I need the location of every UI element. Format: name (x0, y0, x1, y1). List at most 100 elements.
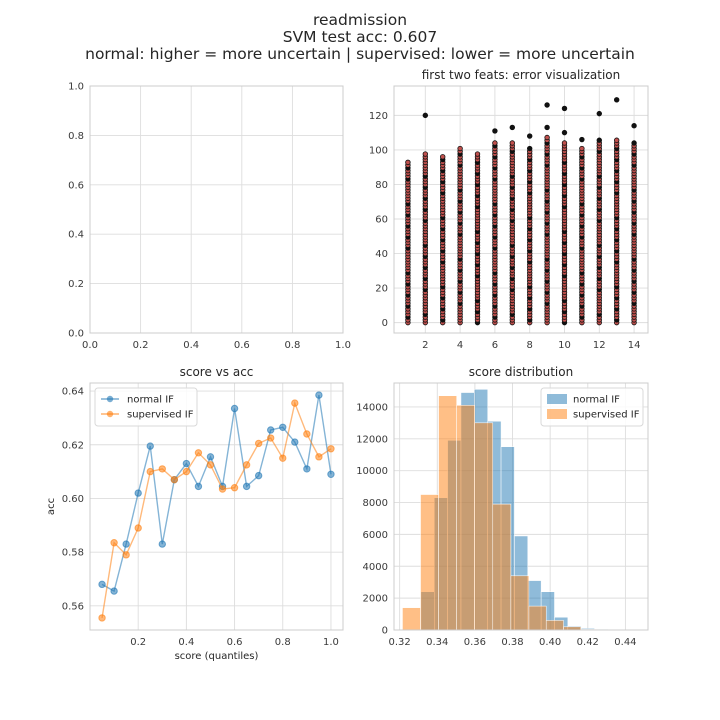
scoreacc-xlabel: score (quantiles) (175, 651, 259, 662)
series-point-normal (122, 540, 130, 548)
empty-plot-area (90, 86, 343, 333)
errviz-outlier-point (561, 129, 568, 136)
errviz-outlier-point (509, 124, 516, 131)
scoreacc-xtick-label: 1.0 (323, 637, 339, 648)
hist-bar-supervised (474, 422, 494, 631)
errviz-ytick-label: 100 (369, 145, 388, 156)
empty-ytick-label: 0.4 (68, 230, 84, 241)
errviz-xtick-label: 8 (527, 340, 533, 351)
errviz-plot-area (394, 86, 648, 333)
series-point-supervised (267, 434, 275, 442)
legend-patch-supervised (547, 409, 567, 419)
empty-xtick-label: 0.6 (234, 340, 250, 351)
errviz-outlier-point (631, 123, 637, 129)
scoreacc-ytick-label: 0.62 (62, 440, 84, 451)
errviz-ytick-label: 0 (382, 318, 388, 329)
legend-marker-supervised (106, 410, 114, 418)
series-point-normal (303, 465, 311, 473)
errviz-outlier-point (596, 110, 602, 117)
scoreacc-ytick-label: 0.58 (62, 548, 84, 559)
scoreacc-title: score vs acc (180, 365, 254, 379)
series-point-supervised (218, 485, 227, 493)
errviz-xtick-label: 4 (457, 340, 463, 351)
series-point-supervised (146, 467, 154, 476)
errviz-point (544, 134, 550, 141)
figure-subtitle-legend-note: normal: higher = more uncertain | superv… (85, 45, 635, 63)
errviz-outlier-point (544, 124, 550, 131)
series-point-supervised (327, 445, 335, 453)
hist-bar-supervised (438, 395, 457, 631)
errviz-outlier-point (613, 97, 620, 103)
legend-marker-normal (106, 395, 114, 403)
scoreacc-legend-box (94, 387, 198, 427)
series-point-supervised (291, 399, 299, 407)
empty-xtick-label: 0.8 (284, 340, 300, 351)
empty-xtick-label: 0.4 (183, 340, 199, 351)
series-point-supervised (279, 454, 287, 462)
empty-ytick-label: 0.0 (68, 329, 84, 340)
series-point-normal (182, 459, 191, 468)
series-point-normal (194, 482, 203, 491)
scoredist-xtick-label: 0.32 (389, 637, 411, 648)
errviz-ytick-label: 40 (375, 249, 388, 260)
scoredist-ytick-label: 12000 (356, 434, 388, 445)
errviz-axes-frame (393, 85, 649, 334)
scoredist-xtick-label: 0.36 (464, 637, 486, 648)
errviz-point (561, 140, 568, 146)
legend-label-normal: normal IF (127, 395, 174, 406)
empty-ytick-label: 1.0 (68, 82, 84, 93)
scoredist-ytick-label: 8000 (363, 498, 388, 509)
series-point-supervised (230, 484, 239, 492)
errviz-xtick-label: 10 (558, 340, 571, 351)
errviz-point (613, 137, 620, 143)
hist-bar-supervised (510, 575, 530, 631)
scoredist-xtick-label: 0.38 (501, 637, 523, 648)
series-point-supervised (110, 539, 118, 547)
scoredist-ytick-label: 6000 (363, 530, 388, 541)
series-point-normal (206, 453, 215, 461)
errviz-title: first two feats: error visualization (422, 68, 621, 82)
scoreacc-axes-frame (89, 382, 344, 631)
errviz-point (422, 151, 429, 157)
errviz-point (631, 140, 637, 146)
series-point-normal (98, 580, 106, 589)
errviz-xtick-label: 14 (628, 340, 641, 351)
errviz-point (457, 145, 463, 152)
series-point-supervised (182, 467, 191, 476)
scoredist-ytick-label: 14000 (356, 402, 388, 413)
series-point-normal (110, 587, 118, 595)
scoreacc-xtick-label: 0.2 (130, 637, 146, 648)
series-point-supervised (303, 430, 311, 438)
scoredist-ytick-label: 10000 (356, 466, 388, 477)
figure-title: readmission (312, 11, 408, 29)
figure-subtitle-accuracy: SVM test acc: 0.607 (282, 28, 438, 46)
scoredist-ytick-label: 0 (382, 626, 388, 637)
series-line-supervised (101, 400, 332, 619)
errviz-point (596, 137, 602, 143)
scoredist-xtick-label: 0.42 (577, 637, 599, 648)
scoredist-title: score distribution (469, 365, 573, 379)
series-point-supervised (315, 453, 323, 461)
scoreacc-xtick-label: 0.6 (227, 637, 243, 648)
errviz-point (526, 145, 533, 152)
legend-label-supervised: supervised IF (127, 410, 194, 421)
series-point-normal (315, 391, 323, 399)
scoreacc-xtick-label: 0.4 (178, 637, 194, 648)
series-point-supervised (98, 614, 106, 622)
errviz-ytick-label: 120 (369, 111, 388, 122)
empty-ytick-label: 0.6 (68, 180, 84, 191)
errviz-xtick-label: 6 (492, 340, 498, 351)
series-point-normal (279, 423, 287, 431)
empty-axes-frame (89, 85, 344, 334)
series-point-supervised (170, 475, 179, 484)
series-point-supervised (254, 439, 263, 448)
hist-bar-supervised (402, 607, 421, 631)
series-point-supervised (158, 465, 166, 473)
errviz-point (492, 140, 498, 146)
series-point-supervised (194, 449, 203, 457)
errviz-xtick-label: 2 (422, 340, 428, 351)
legend-patch-normal (547, 394, 567, 404)
series-point-normal (158, 540, 166, 548)
series-point-normal (267, 426, 275, 434)
series-point-supervised (206, 461, 215, 469)
